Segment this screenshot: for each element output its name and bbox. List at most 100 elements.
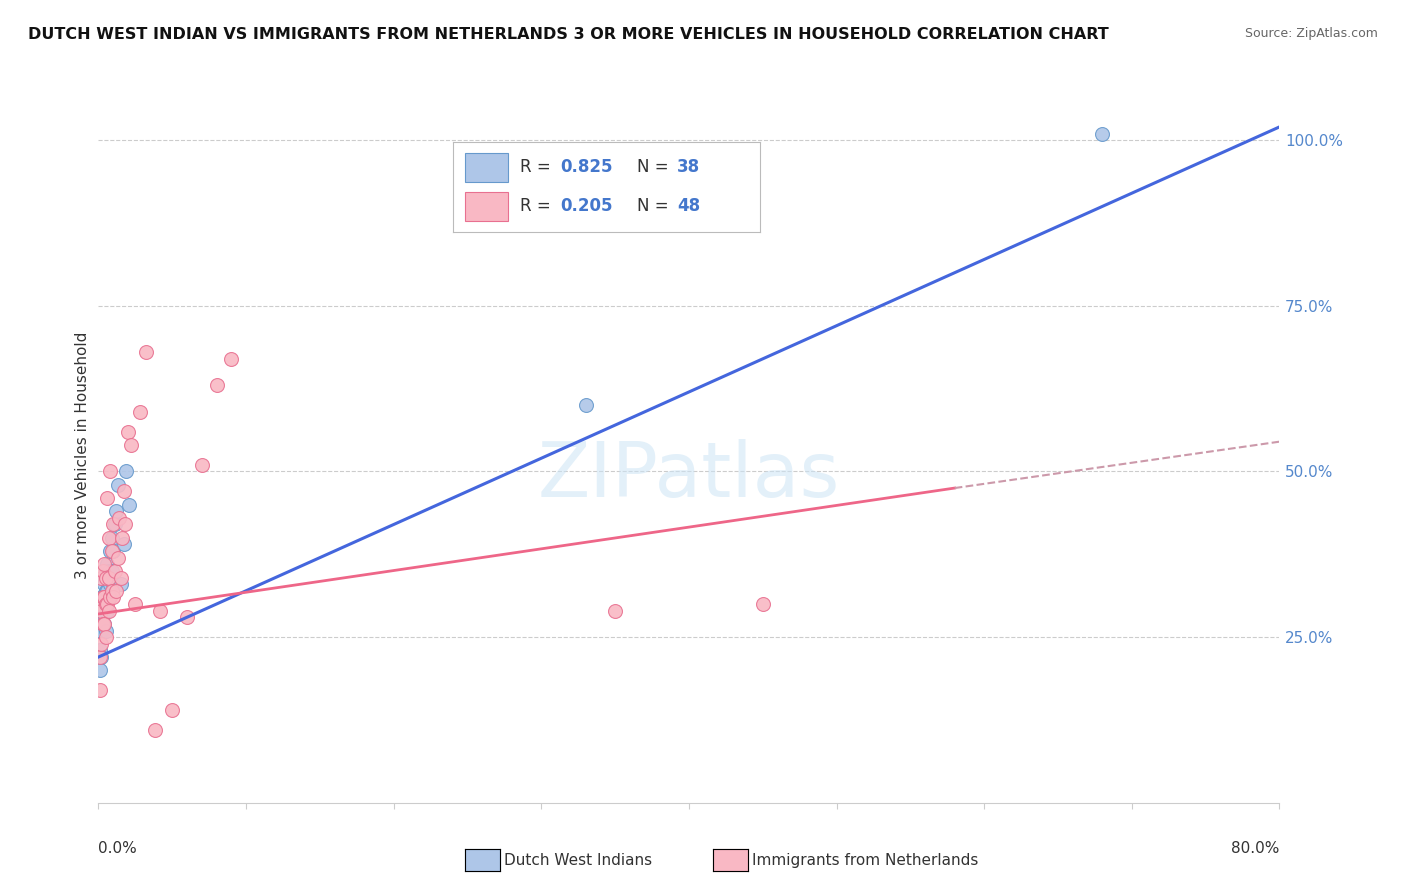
- Point: [94, 583, 117, 598]
- Point: [90, 570, 112, 584]
- Point: [135, 345, 157, 359]
- Point: [103, 577, 125, 591]
- Text: Dutch West Indians: Dutch West Indians: [503, 854, 652, 868]
- Point: [89, 650, 111, 665]
- Point: [89, 616, 111, 631]
- Point: [105, 504, 128, 518]
- Point: [149, 604, 172, 618]
- Text: DUTCH WEST INDIAN VS IMMIGRANTS FROM NETHERLANDS 3 OR MORE VEHICLES IN HOUSEHOLD: DUTCH WEST INDIAN VS IMMIGRANTS FROM NET…: [28, 27, 1109, 42]
- Text: 38: 38: [676, 158, 700, 176]
- Point: [91, 616, 114, 631]
- Point: [103, 591, 125, 605]
- Point: [112, 484, 135, 499]
- Point: [89, 663, 111, 677]
- Point: [90, 604, 112, 618]
- Point: [176, 610, 198, 624]
- Point: [96, 558, 118, 572]
- Point: [104, 564, 127, 578]
- Point: [96, 491, 118, 505]
- Text: N =: N =: [637, 197, 673, 215]
- Point: [98, 544, 121, 558]
- Point: [108, 511, 131, 525]
- Point: [104, 517, 127, 532]
- Text: R =: R =: [520, 158, 557, 176]
- Point: [100, 583, 122, 598]
- Point: [191, 458, 214, 472]
- Point: [93, 577, 115, 591]
- Point: [98, 577, 121, 591]
- Point: [91, 604, 114, 618]
- Point: [98, 591, 121, 605]
- Point: [143, 723, 166, 737]
- Point: [90, 604, 112, 618]
- Point: [105, 583, 128, 598]
- Point: [94, 604, 117, 618]
- Point: [97, 591, 120, 605]
- Point: [91, 591, 114, 605]
- Text: N =: N =: [637, 158, 673, 176]
- Point: [93, 558, 115, 572]
- Point: [162, 703, 183, 717]
- Point: [94, 630, 117, 644]
- Text: ZIPatlas: ZIPatlas: [537, 439, 841, 513]
- Y-axis label: 3 or more Vehicles in Household: 3 or more Vehicles in Household: [75, 331, 90, 579]
- FancyBboxPatch shape: [465, 153, 508, 182]
- Point: [90, 650, 112, 665]
- Point: [103, 517, 125, 532]
- Point: [90, 624, 112, 638]
- Point: [96, 597, 118, 611]
- Point: [107, 550, 129, 565]
- Point: [94, 564, 117, 578]
- Text: R =: R =: [520, 197, 557, 215]
- Point: [94, 570, 117, 584]
- Text: 80.0%: 80.0%: [1232, 841, 1279, 856]
- Point: [112, 537, 135, 551]
- Point: [93, 616, 115, 631]
- Text: 0.825: 0.825: [560, 158, 613, 176]
- Text: 0.0%: 0.0%: [98, 841, 138, 856]
- Point: [94, 624, 117, 638]
- Point: [110, 577, 132, 591]
- Point: [93, 616, 115, 631]
- Text: 0.205: 0.205: [560, 197, 613, 215]
- Point: [751, 597, 773, 611]
- Point: [100, 531, 122, 545]
- Point: [89, 643, 111, 657]
- Point: [93, 591, 115, 605]
- Point: [115, 465, 138, 479]
- FancyBboxPatch shape: [465, 192, 508, 220]
- Point: [90, 637, 112, 651]
- Point: [117, 425, 139, 439]
- Text: Immigrants from Netherlands: Immigrants from Netherlands: [752, 854, 979, 868]
- Point: [124, 597, 146, 611]
- Point: [98, 465, 121, 479]
- Point: [1091, 127, 1114, 141]
- Point: [93, 597, 115, 611]
- Point: [120, 438, 142, 452]
- Point: [90, 591, 112, 605]
- Point: [97, 531, 120, 545]
- Point: [91, 564, 114, 578]
- Text: Source: ZipAtlas.com: Source: ZipAtlas.com: [1244, 27, 1378, 40]
- Point: [89, 597, 111, 611]
- Point: [118, 498, 141, 512]
- Point: [605, 604, 627, 618]
- Point: [91, 570, 114, 584]
- Point: [219, 351, 242, 366]
- Point: [91, 616, 114, 631]
- Point: [107, 477, 129, 491]
- Point: [97, 604, 120, 618]
- Point: [100, 544, 122, 558]
- Point: [574, 398, 596, 412]
- Point: [96, 583, 118, 598]
- Point: [110, 570, 132, 584]
- Point: [91, 591, 114, 605]
- Point: [96, 604, 118, 618]
- Point: [89, 683, 111, 698]
- Point: [114, 517, 136, 532]
- Point: [97, 564, 120, 578]
- Point: [97, 570, 120, 584]
- Point: [103, 544, 125, 558]
- Text: 48: 48: [676, 197, 700, 215]
- Point: [111, 531, 134, 545]
